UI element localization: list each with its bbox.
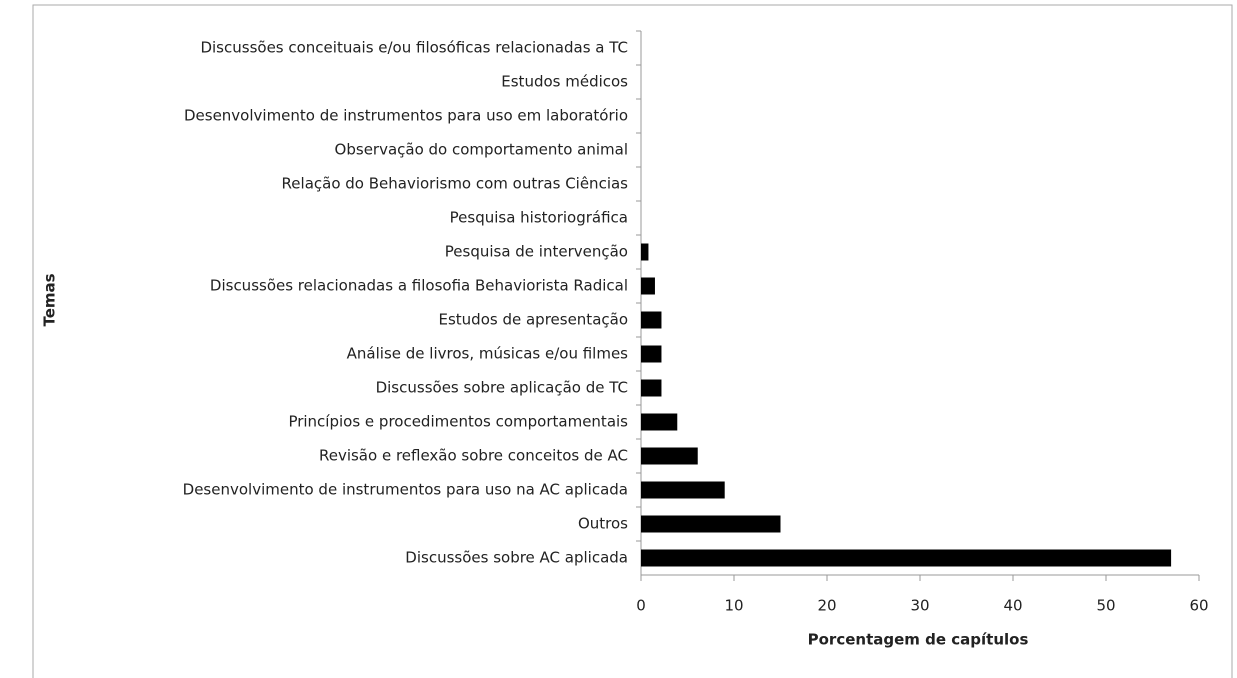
- bar: [641, 243, 649, 261]
- y-tick-label: Discussões conceituais e/ou filosóficas …: [200, 39, 628, 57]
- y-tick-label: Pesquisa de intervenção: [445, 243, 628, 261]
- bar: [641, 277, 655, 295]
- y-axis-title: Temas: [41, 273, 59, 326]
- bar: [641, 379, 662, 397]
- bar: [641, 311, 662, 329]
- y-tick-label: Desenvolvimento de instrumentos para uso…: [183, 481, 628, 499]
- x-tick-label: 10: [724, 597, 743, 615]
- x-tick-label: 50: [1096, 597, 1115, 615]
- y-tick-label: Pesquisa historiográfica: [450, 209, 628, 227]
- y-tick-label: Observação do comportamento animal: [335, 141, 628, 159]
- y-tick-label: Análise de livros, músicas e/ou filmes: [347, 345, 629, 363]
- x-tick-label: 20: [817, 597, 836, 615]
- y-tick-label: Desenvolvimento de instrumentos para uso…: [184, 107, 628, 125]
- y-tick-label: Discussões relacionadas a filosofia Beha…: [210, 277, 628, 295]
- y-tick-label: Estudos médicos: [501, 73, 628, 91]
- y-tick-label: Discussões sobre aplicação de TC: [376, 379, 628, 397]
- y-tick-label: Revisão e reflexão sobre conceitos de AC: [319, 447, 628, 465]
- bar: [641, 345, 662, 363]
- x-axis-title: Porcentagem de capítulos: [808, 631, 1029, 649]
- bar: [641, 515, 781, 533]
- x-tick-label: 30: [910, 597, 929, 615]
- x-tick-label: 0: [636, 597, 646, 615]
- bar: [641, 413, 678, 431]
- y-tick-label: Outros: [578, 515, 628, 533]
- y-tick-label: Discussões sobre AC aplicada: [405, 549, 628, 567]
- y-tick-label: Relação do Behaviorismo com outras Ciênc…: [282, 175, 629, 193]
- bar: [641, 481, 725, 499]
- y-tick-label: Princípios e procedimentos comportamenta…: [288, 413, 628, 431]
- x-tick-label: 60: [1189, 597, 1208, 615]
- y-tick-label: Estudos de apresentação: [439, 311, 629, 329]
- bar: [641, 549, 1172, 567]
- bar: [641, 447, 698, 465]
- x-tick-label: 40: [1003, 597, 1022, 615]
- chart-frame: [32, 4, 1233, 678]
